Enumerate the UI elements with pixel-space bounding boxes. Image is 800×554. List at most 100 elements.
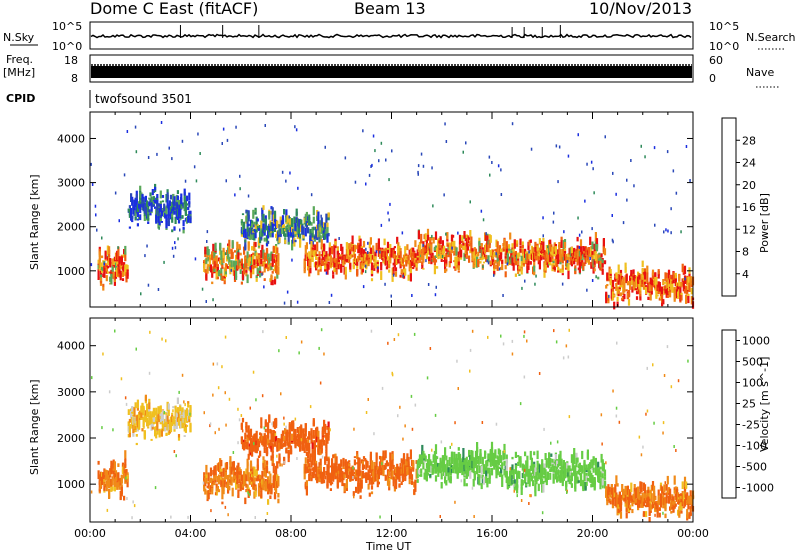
echo-cell: [521, 286, 523, 290]
echo-cell: [180, 199, 183, 205]
echo-cell: [479, 454, 482, 464]
echo-cell: [106, 257, 109, 265]
echo-cell: [180, 418, 183, 422]
echo-cell: [114, 191, 117, 195]
echo-cell: [430, 237, 433, 241]
echo-cell: [635, 296, 639, 300]
echo-cell: [332, 477, 335, 481]
echo-cell: [537, 253, 540, 262]
echo-cell: [289, 171, 291, 175]
echo-cell: [368, 476, 371, 485]
echo-cell: [591, 241, 594, 250]
echo-cell: [214, 474, 217, 480]
echo-cell: [591, 227, 593, 231]
echo-cell: [568, 248, 571, 254]
echo-cell: [681, 281, 684, 286]
echo-cell: [253, 466, 256, 477]
echo-cell: [589, 257, 591, 260]
echo-cell: [167, 424, 170, 432]
echo-cell: [135, 190, 138, 198]
echo-cell: [158, 226, 160, 230]
echo-cell: [501, 260, 504, 264]
echo-cell: [109, 271, 112, 274]
echo-cell: [225, 179, 227, 183]
echo-cell: [399, 463, 402, 467]
echo-cell: [259, 478, 262, 483]
echo-cell: [329, 465, 332, 468]
echo-cell: [294, 125, 296, 129]
echo-cell: [641, 260, 644, 267]
echo-cell: [144, 206, 147, 215]
echo-cell: [222, 127, 225, 131]
echo-cell: [402, 254, 406, 260]
echo-cell: [315, 445, 318, 448]
echo-cell: [271, 451, 274, 459]
echo-cell: [407, 463, 410, 467]
echo-cell: [619, 292, 623, 297]
echo-cell: [211, 251, 214, 260]
echo-cell: [445, 140, 448, 143]
echo-cell: [351, 242, 354, 248]
echo-cell: [594, 253, 597, 261]
echo-cell: [169, 211, 173, 220]
echo-cell: [416, 253, 419, 261]
echo-cell: [498, 267, 501, 271]
echo-cell: [375, 459, 378, 470]
echo-cell: [147, 221, 150, 224]
echo-cell: [152, 410, 155, 418]
echo-cell: [356, 258, 359, 266]
echo-cell: [156, 203, 159, 210]
echo-cell: [512, 262, 515, 271]
echo-cell: [485, 460, 488, 471]
echo-cell: [448, 457, 451, 461]
echo-cell: [325, 255, 328, 261]
echo-cell: [247, 472, 250, 482]
echo-cell: [618, 287, 621, 290]
echo-cell: [278, 438, 281, 443]
echo-cell: [286, 439, 289, 446]
echo-cell: [451, 246, 453, 250]
echo-cell: [114, 268, 118, 273]
echo-cell: [147, 206, 150, 213]
echo-cell: [286, 229, 289, 237]
echo-cell: [444, 263, 447, 270]
echo-cell: [422, 243, 424, 247]
echo-cell: [285, 209, 288, 218]
echo-cell: [267, 479, 270, 489]
echo-cell: [277, 498, 280, 504]
echo-cell: [412, 463, 415, 469]
echo-cell: [391, 470, 394, 480]
echo-cell: [291, 439, 294, 443]
echo-cell: [278, 227, 281, 235]
echo-cell: [335, 260, 338, 268]
echo-cell: [480, 209, 483, 213]
echo-cell: [469, 200, 471, 204]
echo-cell: [372, 245, 375, 255]
echo-cell: [345, 478, 348, 489]
echo-cell: [541, 244, 544, 250]
echo-cell: [230, 478, 233, 481]
echo-cell: [343, 486, 346, 492]
echo-cell: [574, 251, 577, 260]
echo-cell: [542, 476, 545, 479]
echo-cell: [320, 222, 323, 226]
echo-cell: [269, 473, 272, 483]
echo-cell: [362, 285, 365, 289]
echo-cell: [536, 245, 539, 252]
echo-cell: [253, 224, 256, 228]
echo-cell: [577, 480, 580, 483]
echo-cell: [430, 461, 433, 470]
echo-cell: [320, 217, 323, 226]
echo-cell: [283, 227, 286, 237]
echo-cell: [353, 471, 356, 475]
echo-cell: [340, 467, 343, 478]
echo-cell: [310, 431, 313, 438]
echo-cell: [212, 480, 215, 485]
echo-cell: [529, 450, 532, 460]
echo-cell: [476, 442, 479, 452]
echo-cell: [101, 236, 103, 240]
echo-cell: [167, 206, 170, 217]
echo-cell: [484, 248, 487, 254]
echo-cell: [445, 268, 448, 272]
